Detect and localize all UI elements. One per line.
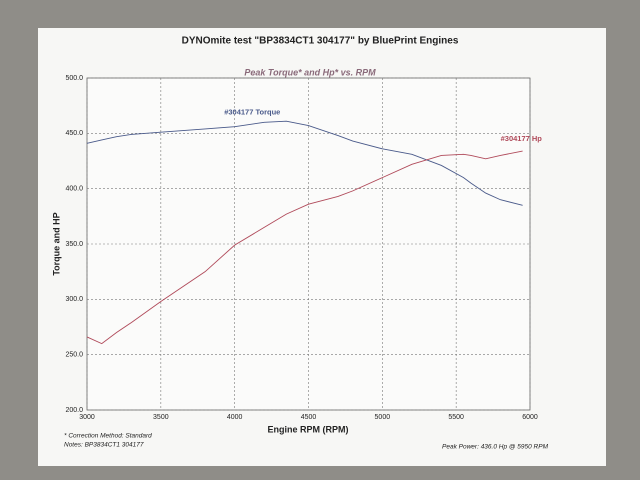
- series-line: [86, 120, 523, 206]
- y-tick-label: 300.0: [65, 296, 83, 303]
- x-tick-label: 4000: [227, 414, 243, 421]
- x-tick-label: 5500: [448, 414, 464, 421]
- y-tick-label: 500.0: [65, 75, 83, 82]
- x-tick-label: 4500: [301, 414, 317, 421]
- x-axis-label: Engine RPM (RPM): [268, 424, 349, 434]
- x-tick-label: 5000: [375, 414, 391, 421]
- note: * Correction Method: Standard: [64, 433, 152, 440]
- note: Notes: BP3834CT1 304177: [64, 442, 144, 449]
- series-label: #304177 Torque: [224, 107, 280, 116]
- y-tick-label: 400.0: [65, 186, 83, 193]
- y-tick-label: 200.0: [65, 407, 83, 414]
- peak-note: Peak Power: 436.0 Hp @ 5950 RPM: [442, 444, 549, 451]
- chart-title: DYNOmite test "BP3834CT1 304177" by Blue…: [182, 36, 459, 47]
- series-line: [86, 150, 523, 345]
- x-tick-label: 3500: [153, 414, 169, 421]
- series-label: #304177 Hp: [501, 134, 543, 143]
- x-tick-label: 3000: [79, 414, 95, 421]
- y-axis-label: Torque and HP: [51, 212, 61, 275]
- y-tick-label: 350.0: [65, 241, 83, 248]
- x-tick-label: 6000: [522, 414, 538, 421]
- y-tick-label: 450.0: [65, 130, 83, 137]
- y-tick-label: 250.0: [65, 352, 83, 359]
- chart-subtitle: Peak Torque* and Hp* vs. RPM: [244, 67, 376, 77]
